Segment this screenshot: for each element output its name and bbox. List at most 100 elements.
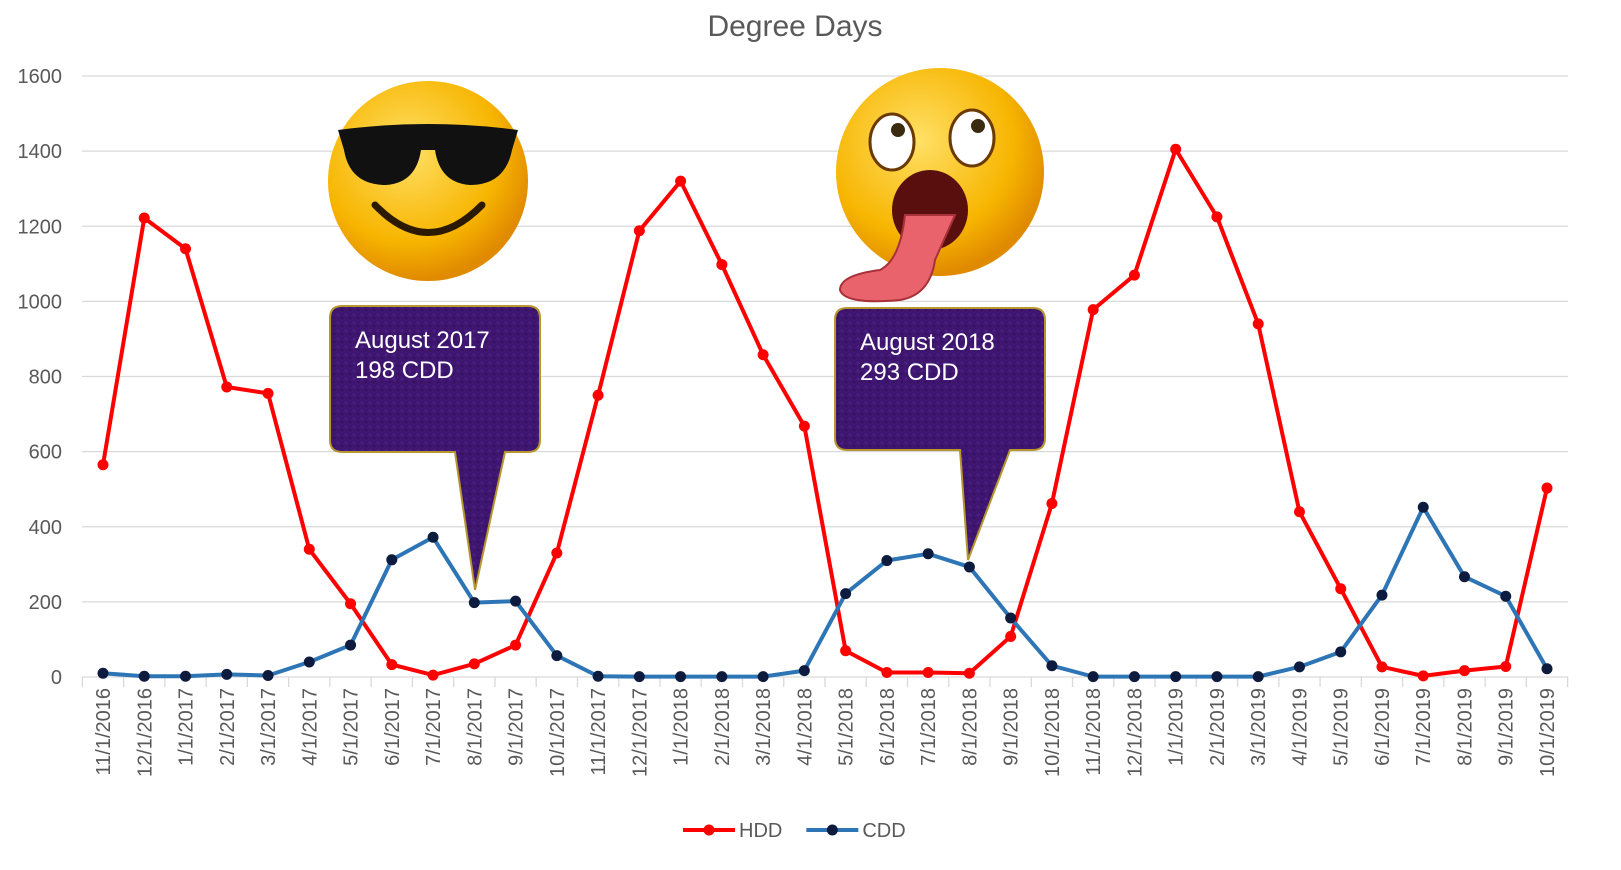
x-tick-label: 1/1/2018 [671,688,693,766]
data-point [345,598,357,610]
callout-text: 293 CDD [860,359,959,386]
x-tick-label: 6/1/2017 [382,688,404,766]
data-point [798,665,810,677]
data-point [1170,671,1182,683]
data-point [1046,660,1058,672]
x-tick-label: 4/1/2017 [299,688,321,766]
x-tick-label: 12/1/2017 [629,688,651,777]
x-tick-label: 11/1/2016 [93,688,115,776]
data-point [138,212,150,224]
data-point [262,669,274,681]
data-point [633,225,645,237]
data-point [468,597,480,609]
data-point [716,671,728,683]
x-tick-label: 7/1/2018 [918,688,940,766]
x-tick-label: 1/1/2019 [1166,688,1188,766]
y-tick-label: 1600 [18,66,63,88]
data-point [757,349,769,361]
data-point [510,639,522,651]
x-tick-label: 3/1/2017 [258,688,280,766]
data-point [1170,143,1182,155]
x-tick-label: 7/1/2019 [1413,688,1435,766]
y-tick-label: 1400 [18,141,63,163]
callout-box [834,307,1046,561]
data-point [1417,501,1429,513]
x-tick-label: 6/1/2019 [1372,688,1394,766]
data-point [1458,665,1470,677]
data-point [468,658,480,670]
data-point [1005,612,1017,624]
chart-title: Degree Days [707,10,882,43]
x-tick-label: 4/1/2019 [1289,688,1311,766]
data-point [427,669,439,681]
series-line [102,505,1549,679]
data-point [1046,497,1058,509]
data-point [386,659,398,671]
x-tick-label: 10/1/2019 [1537,688,1559,777]
data-point [1087,304,1099,316]
x-tick-label: 9/1/2018 [1001,688,1023,766]
callout-text: August 2018 [860,329,995,356]
data-point [138,670,150,682]
data-point [551,650,563,662]
data-point [1211,671,1223,683]
x-tick-label: 6/1/2018 [877,688,899,766]
data-point [303,656,315,668]
series-line [101,147,1549,678]
data-point [97,459,109,471]
data-point [592,670,604,682]
data-point [1128,671,1140,683]
data-point [633,671,645,683]
data-point [1541,663,1553,675]
legend-marker [703,824,715,836]
y-tick-label: 400 [29,517,62,539]
x-tick-label: 5/1/2018 [836,688,858,766]
x-tick-label: 5/1/2017 [341,688,363,766]
data-point [1128,269,1140,281]
data-point [881,666,893,678]
data-point [427,531,439,543]
data-point [510,595,522,607]
x-tick-label: 9/1/2017 [506,688,528,766]
exhausted-emoji [836,68,1044,303]
legend-label: HDD [739,820,782,842]
x-tick-label: 9/1/2019 [1496,688,1518,766]
data-point [840,588,852,600]
data-point [180,243,192,255]
x-tick-label: 10/1/2018 [1042,688,1064,777]
x-tick-label: 5/1/2019 [1331,688,1353,766]
data-point [881,555,893,567]
x-tick-label: 8/1/2018 [959,688,981,766]
y-tick-label: 0 [51,667,62,689]
callout-text: 198 CDD [355,357,454,384]
data-point [840,645,852,657]
data-point [1376,661,1388,673]
data-point [1500,660,1512,672]
data-point [1335,583,1347,595]
x-tick-label: 8/1/2019 [1454,688,1476,766]
data-point [180,670,192,682]
data-point [1293,661,1305,673]
y-tick-label: 600 [29,442,62,464]
data-point [922,666,934,678]
x-tick-label: 11/1/2017 [588,688,610,776]
data-point [963,561,975,573]
y-tick-label: 800 [29,367,62,389]
y-tick-label: 200 [29,592,62,614]
x-tick-label: 8/1/2017 [464,688,486,766]
data-point [1211,211,1223,223]
cool-emoji [328,81,528,281]
data-point [675,175,687,187]
data-point [303,543,315,555]
data-point [592,389,604,401]
callout-text: August 2017 [355,327,490,354]
data-point [551,547,563,559]
data-point [798,420,810,432]
x-tick-label: 2/1/2019 [1207,688,1229,766]
x-tick-label: 3/1/2019 [1248,688,1270,766]
x-tick-label: 1/1/2017 [176,688,198,766]
data-point [1376,589,1388,601]
data-point [1417,670,1429,682]
x-tick-label: 4/1/2018 [794,688,816,766]
